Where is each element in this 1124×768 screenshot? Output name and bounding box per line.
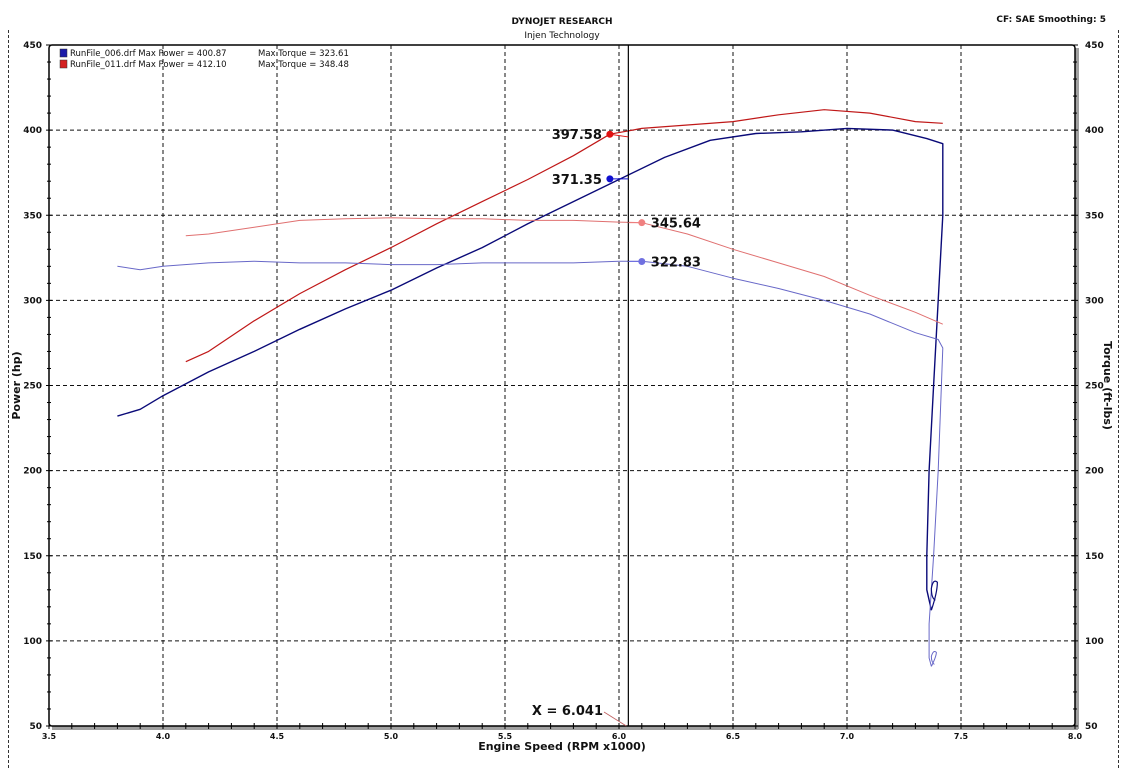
x-tick-label: 6.0 [612,732,627,741]
frame-shadow-right [1075,48,1079,729]
x-tick-label: 7.0 [840,732,855,741]
left-tick-label: 250 [23,382,42,392]
legend-swatch [59,59,68,69]
legend-torque: Max Torque = 348.48 [258,60,349,70]
chart-title: DYNOJET RESEARCH [511,17,613,27]
legend-torque: Max Torque = 323.61 [258,49,349,59]
right-tick-label: 150 [1085,552,1104,562]
cursor-label: X = 6.041 [532,704,603,719]
left-page-edge [8,30,9,768]
right-tick-label: 400 [1085,126,1104,136]
power-curve-006 [117,127,944,611]
marker-value-label: 322.83 [651,256,701,271]
right-tick-label: 50 [1085,722,1098,732]
chart-subtitle: Injen Technology [524,31,600,41]
marker-value-label: 371.35 [552,173,602,188]
left-tick-label: 350 [23,211,42,221]
marker-value-label: 345.64 [651,217,701,232]
x-tick-label: 7.5 [954,732,969,741]
legend-file: RunFile_011.drf Max Power = 412.10 [70,60,227,70]
legend: RunFile_006.drf Max Power = 400.87 Max To… [59,48,349,70]
left-tick-label: 400 [23,126,42,136]
right-tick-label: 450 [1085,41,1104,51]
right-tick-label: 300 [1085,296,1104,306]
left-tick-label: 150 [23,552,42,562]
frame-shadow-bottom [52,726,1078,730]
legend-file: RunFile_006.drf Max Power = 400.87 [70,49,227,59]
x-tick-label: 5.5 [498,732,513,741]
marker-dot [606,175,614,183]
x-tick-label: 4.5 [270,732,285,741]
power-006-end-loop [930,580,938,611]
left-tick-label: 300 [23,296,42,306]
grid [49,45,1075,726]
torque-curve-011 [185,217,943,325]
marker-dot [638,258,646,266]
marker-dot [606,130,614,138]
legend-swatch [59,48,68,58]
x-tick-label: 3.5 [42,732,57,741]
y2-axis-title: Torque (ft-lbs) [1101,341,1114,430]
left-tick-label: 50 [29,722,42,732]
cursor-pointer-line [603,711,627,727]
marker-value-label: 397.58 [552,128,602,143]
left-tick-label: 200 [23,467,42,477]
axis-ticks [46,44,1078,729]
right-tick-label: 100 [1085,637,1104,647]
torque-006-end-loop [930,651,937,667]
right-tick-label: 200 [1085,467,1104,477]
right-tick-label: 250 [1085,382,1104,392]
x-tick-label: 8.0 [1068,732,1083,741]
left-tick-label: 450 [23,41,42,51]
x-axis-title: Engine Speed (RPM x1000) [478,740,646,753]
marker-dot [638,219,646,227]
left-tick-label: 100 [23,637,42,647]
x-tick-label: 6.5 [726,732,741,741]
settings-label: CF: SAE Smoothing: 5 [996,15,1106,25]
y-axis-title: Power (hp) [10,351,23,419]
right-tick-label: 350 [1085,211,1104,221]
right-page-edge [1118,30,1119,768]
x-tick-label: 4.0 [156,732,171,741]
power-curve-011 [185,109,943,363]
x-tick-label: 5.0 [384,732,399,741]
